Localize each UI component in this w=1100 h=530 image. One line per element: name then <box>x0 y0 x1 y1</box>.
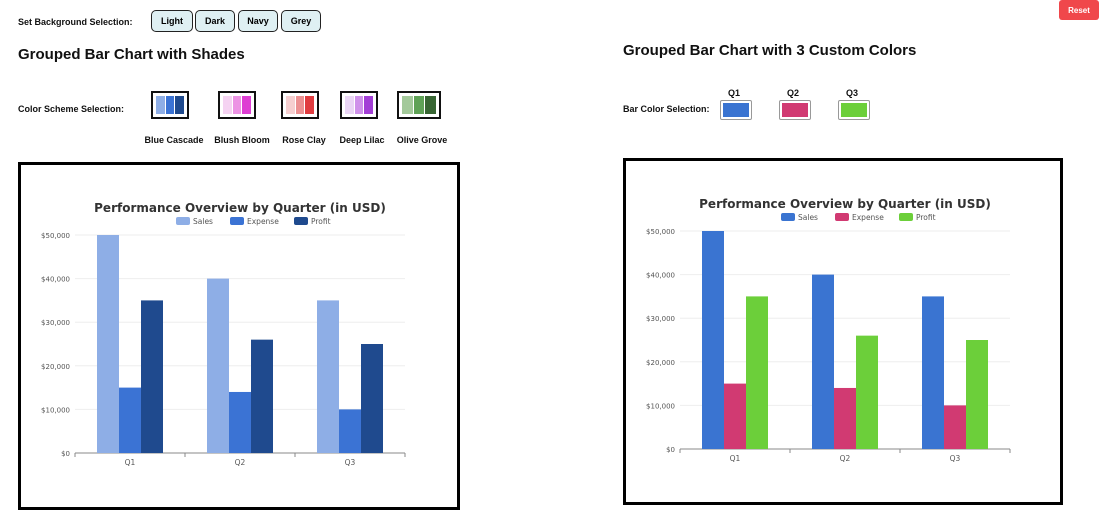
legend-label-expense: Expense <box>247 217 279 226</box>
bar-expense-q3 <box>339 409 361 453</box>
q3-color-picker[interactable] <box>838 100 870 120</box>
y-tick-label: $10,000 <box>646 402 675 410</box>
bar-sales-q1 <box>97 235 119 453</box>
scheme-label-olive-grove: Olive Grove <box>396 135 448 145</box>
bar-sales-q2 <box>812 274 834 449</box>
swatch-shade <box>156 96 165 114</box>
bar-profit-q3 <box>966 340 988 449</box>
chart-title: Performance Overview by Quarter (in USD) <box>699 197 991 211</box>
legend-swatch-sales <box>176 217 190 225</box>
bar-sales-q2 <box>207 278 229 453</box>
bar-color-label: Bar Color Selection: <box>623 104 710 114</box>
custom-bar-chart: Performance Overview by Quarter (in USD)… <box>646 197 1011 463</box>
bar-profit-q3 <box>361 344 383 453</box>
custom-colors-heading: Grouped Bar Chart with 3 Custom Colors <box>623 42 917 59</box>
shades-chart-container: Performance Overview by Quarter (in USD)… <box>18 162 460 510</box>
q2-color-picker[interactable] <box>779 100 811 120</box>
x-tick-label: Q1 <box>730 454 741 463</box>
swatch-shade <box>175 96 185 114</box>
bg-grey-button[interactable]: Grey <box>281 10 321 32</box>
q1-color-picker[interactable] <box>720 100 752 120</box>
bar-expense-q2 <box>229 391 251 453</box>
x-tick-label: Q2 <box>840 454 851 463</box>
x-tick-label: Q2 <box>235 458 246 467</box>
scheme-label-deep-lilac: Deep Lilac <box>339 135 385 145</box>
legend-label-sales: Sales <box>193 217 213 226</box>
swatch-shade <box>223 96 232 114</box>
bar-sales-q3 <box>922 296 944 449</box>
scheme-swatch-rose-clay[interactable] <box>281 91 319 119</box>
bar-expense-q1 <box>724 383 746 449</box>
y-tick-label: $20,000 <box>41 363 70 371</box>
y-tick-label: $50,000 <box>646 228 675 236</box>
y-tick-label: $40,000 <box>646 272 675 280</box>
y-tick-label: $30,000 <box>41 319 70 327</box>
scheme-swatch-olive-grove[interactable] <box>397 91 441 119</box>
y-tick-label: $50,000 <box>41 232 70 240</box>
bar-expense-q1 <box>119 387 141 453</box>
bg-light-button[interactable]: Light <box>151 10 193 32</box>
y-tick-label: $0 <box>61 450 70 458</box>
y-tick-label: $30,000 <box>646 315 675 323</box>
scheme-label-rose-clay: Rose Clay <box>282 135 326 145</box>
swatch-shade <box>354 96 364 114</box>
bar-expense-q3 <box>944 405 966 449</box>
y-tick-label: $10,000 <box>41 406 70 414</box>
scheme-label-blush-bloom: Blush Bloom <box>214 135 270 145</box>
legend-swatch-sales <box>781 213 795 221</box>
bar-sales-q1 <box>702 231 724 449</box>
legend-swatch-profit <box>294 217 308 225</box>
scheme-swatch-blue-cascade[interactable] <box>151 91 189 119</box>
reset-button[interactable]: Reset <box>1059 0 1099 20</box>
scheme-swatch-blush-bloom[interactable] <box>218 91 256 119</box>
q1-color-label: Q1 <box>727 88 740 98</box>
chart-title: Performance Overview by Quarter (in USD) <box>94 201 386 215</box>
swatch-shade <box>364 96 374 114</box>
swatch-shade <box>295 96 305 114</box>
legend-label-profit: Profit <box>916 213 936 222</box>
legend-swatch-profit <box>899 213 913 221</box>
swatch-shade <box>286 96 295 114</box>
bar-profit-q1 <box>746 296 768 449</box>
bar-expense-q2 <box>834 387 856 449</box>
swatch-shade <box>413 96 425 114</box>
shades-heading: Grouped Bar Chart with Shades <box>18 46 245 63</box>
color-scheme-label: Color Scheme Selection: <box>18 104 125 114</box>
q3-color-label: Q3 <box>845 88 858 98</box>
x-tick-label: Q3 <box>950 454 961 463</box>
swatch-shade <box>402 96 413 114</box>
swatch-shade <box>345 96 354 114</box>
scheme-label-blue-cascade: Blue Cascade <box>144 135 204 145</box>
custom-chart-container: Performance Overview by Quarter (in USD)… <box>623 158 1063 505</box>
q2-color-label: Q2 <box>786 88 799 98</box>
swatch-shade <box>165 96 175 114</box>
background-selection-label: Set Background Selection: <box>18 17 133 27</box>
x-tick-label: Q1 <box>125 458 136 467</box>
legend-label-sales: Sales <box>798 213 818 222</box>
x-tick-label: Q3 <box>345 458 356 467</box>
swatch-shade <box>242 96 252 114</box>
shades-bar-chart: Performance Overview by Quarter (in USD)… <box>41 201 406 467</box>
legend-swatch-expense <box>230 217 244 225</box>
bar-profit-q2 <box>856 335 878 449</box>
bar-profit-q2 <box>251 339 273 453</box>
bg-navy-button[interactable]: Navy <box>238 10 278 32</box>
swatch-shade <box>425 96 437 114</box>
swatch-shade <box>305 96 315 114</box>
legend-label-profit: Profit <box>311 217 331 226</box>
scheme-swatch-deep-lilac[interactable] <box>340 91 378 119</box>
bar-sales-q3 <box>317 300 339 453</box>
legend-swatch-expense <box>835 213 849 221</box>
legend-label-expense: Expense <box>852 213 884 222</box>
swatch-shade <box>232 96 242 114</box>
y-tick-label: $20,000 <box>646 359 675 367</box>
bar-profit-q1 <box>141 300 163 453</box>
y-tick-label: $40,000 <box>41 276 70 284</box>
bg-dark-button[interactable]: Dark <box>195 10 235 32</box>
y-tick-label: $0 <box>666 446 675 454</box>
